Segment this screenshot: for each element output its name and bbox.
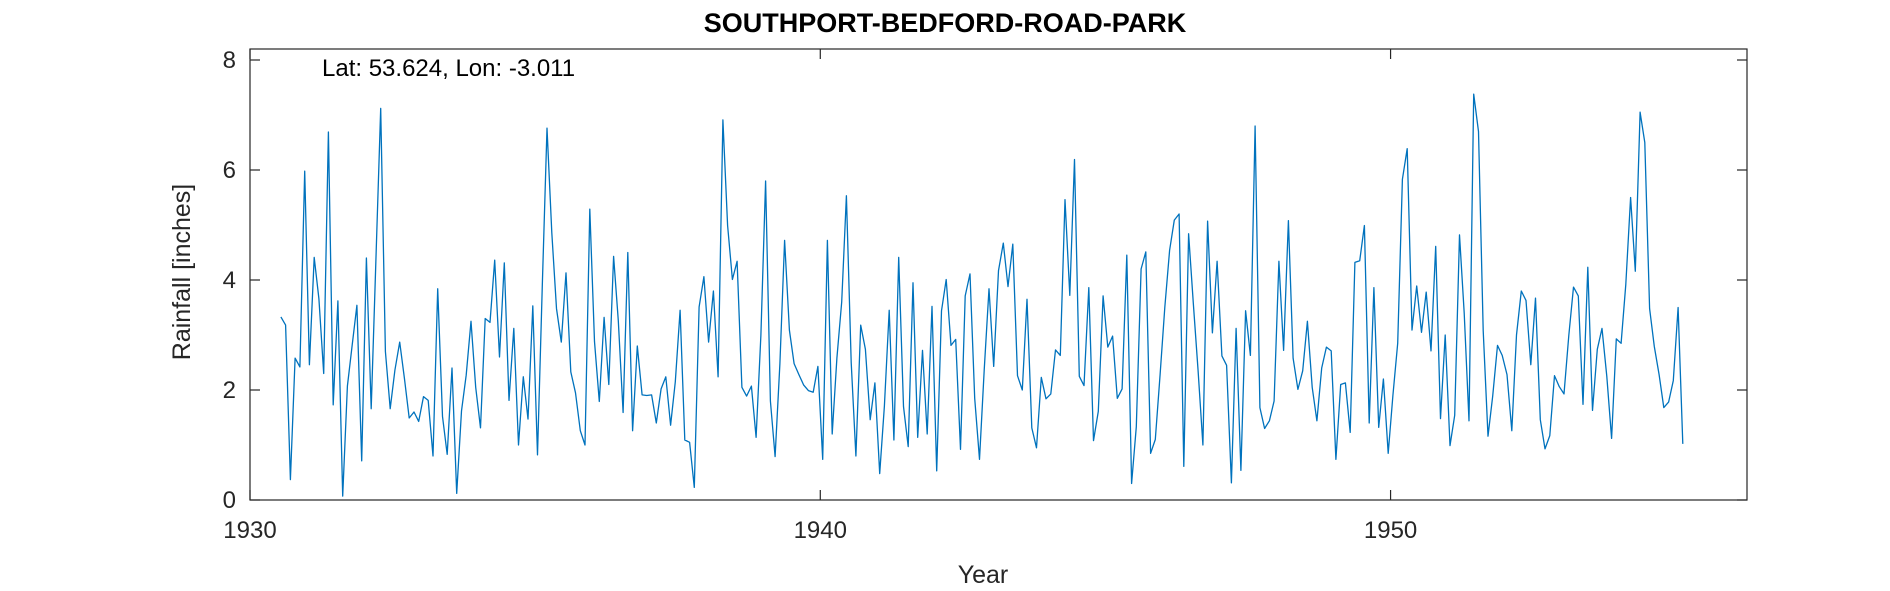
y-axis-label: Rainfall [inches] [168, 184, 196, 360]
x-tick-label: 1940 [794, 517, 847, 544]
y-tick-label: 8 [223, 47, 236, 74]
rainfall-series-line [280, 93, 1684, 497]
chart-title: SOUTHPORT-BEDFORD-ROAD-PARK [704, 8, 1187, 38]
y-tick-label: 0 [223, 487, 236, 514]
y-tick-label: 6 [223, 157, 236, 184]
plot-frame [249, 48, 1748, 501]
x-tick-label: 1930 [223, 517, 276, 544]
series-layer [280, 93, 1684, 497]
x-tick-label: 1950 [1364, 517, 1417, 544]
y-tick-label: 4 [223, 267, 236, 294]
location-annotation: Lat: 53.624, Lon: -3.011 [322, 55, 575, 82]
x-axis-label: Year [958, 561, 1009, 589]
y-tick-label: 2 [223, 377, 236, 404]
plot-axes: 1930 1940 1950 0 2 4 6 8 [223, 47, 1748, 544]
